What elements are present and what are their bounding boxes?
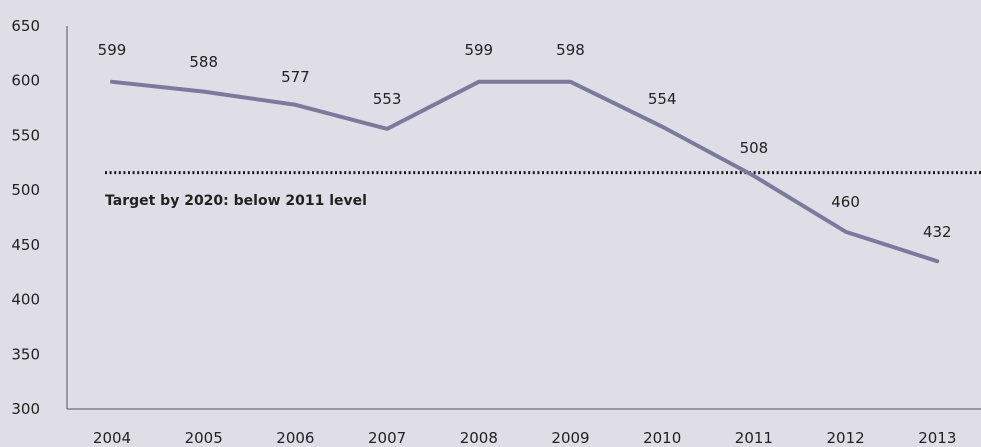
- x-tick-label: 2006: [276, 429, 314, 447]
- x-tick-label: 2012: [827, 429, 865, 447]
- data-label: 577: [281, 68, 310, 86]
- y-tick-label: 450: [11, 236, 40, 254]
- data-label: 432: [923, 223, 952, 241]
- series-layer: [110, 79, 940, 264]
- data-point: [202, 90, 206, 94]
- series-line: [110, 79, 940, 264]
- data-point: [477, 80, 481, 84]
- x-axis: 2004 2005 2006 2007 2008 2009 2010 2011 2012 2013: [67, 408, 981, 447]
- data-labels: 599 588 577 553 599 598 554 508 460 432: [98, 41, 952, 241]
- y-tick-label: 550: [11, 126, 40, 144]
- data-point: [844, 230, 848, 234]
- data-point: [935, 259, 939, 263]
- data-point: [293, 103, 297, 107]
- data-label: 599: [464, 41, 493, 59]
- data-label: 588: [189, 53, 218, 71]
- data-point: [110, 80, 114, 84]
- data-label: 460: [831, 193, 860, 211]
- data-point: [752, 174, 756, 178]
- x-tick-label: 2011: [735, 429, 773, 447]
- x-tick-label: 2004: [93, 429, 131, 447]
- data-label: 599: [98, 41, 127, 59]
- data-label: 598: [556, 41, 585, 59]
- y-tick-label: 350: [11, 345, 40, 363]
- x-tick-label: 2010: [643, 429, 681, 447]
- x-tick-label: 2008: [460, 429, 498, 447]
- x-tick-label: 2005: [185, 429, 223, 447]
- x-tick-label: 2009: [551, 429, 589, 447]
- data-point: [569, 80, 572, 84]
- data-point: [660, 125, 664, 129]
- x-tick-label: 2007: [368, 429, 406, 447]
- y-axis: 300 350 400 450 500 550 600 650: [11, 17, 68, 418]
- data-label: 553: [373, 90, 402, 108]
- y-tick-label: 650: [11, 17, 40, 35]
- target-label: Target by 2020: below 2011 level: [105, 193, 367, 209]
- data-label: 508: [740, 139, 769, 157]
- target-reference: Target by 2020: below 2011 level: [105, 171, 981, 209]
- y-tick-label: 600: [11, 72, 40, 90]
- y-tick-label: 400: [11, 291, 40, 309]
- x-tick-label: 2013: [918, 429, 956, 447]
- y-tick-label: 500: [11, 181, 40, 199]
- data-point: [385, 127, 389, 131]
- data-label: 554: [648, 90, 677, 108]
- y-tick-label: 300: [11, 400, 40, 418]
